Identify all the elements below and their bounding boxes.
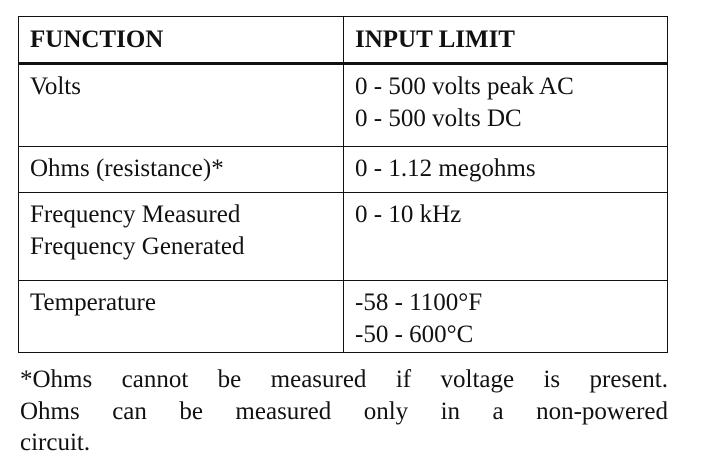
cell-text: Volts	[30, 73, 81, 100]
footnote-line: *Ohms cannot be measured if voltage is p…	[20, 366, 668, 393]
cell-text: 0 - 500 volts peak AC	[355, 73, 574, 100]
footnote-line: Ohms can be measured only in a non-power…	[20, 397, 668, 425]
cell-text: Ohms (resistance)*	[30, 155, 224, 182]
header-cell	[343, 16, 668, 65]
cell-text: Frequency Measured	[30, 201, 241, 228]
footnote-line: circuit.	[20, 429, 91, 456]
cell-text: -50 - 600°C	[355, 321, 474, 348]
cell-text: -58 - 1100°F	[355, 289, 483, 316]
header-text: FUNCTION	[30, 26, 164, 53]
cell-text: 0 - 500 volts DC	[355, 105, 522, 132]
table-cell	[343, 280, 668, 353]
cell-text: Temperature	[30, 289, 156, 316]
header-text: INPUT LIMIT	[355, 26, 515, 53]
cell-text: 0 - 10 kHz	[355, 201, 462, 228]
cell-text: 0 - 1.12 megohms	[355, 155, 536, 182]
cell-text: Frequency Generated	[30, 233, 245, 260]
